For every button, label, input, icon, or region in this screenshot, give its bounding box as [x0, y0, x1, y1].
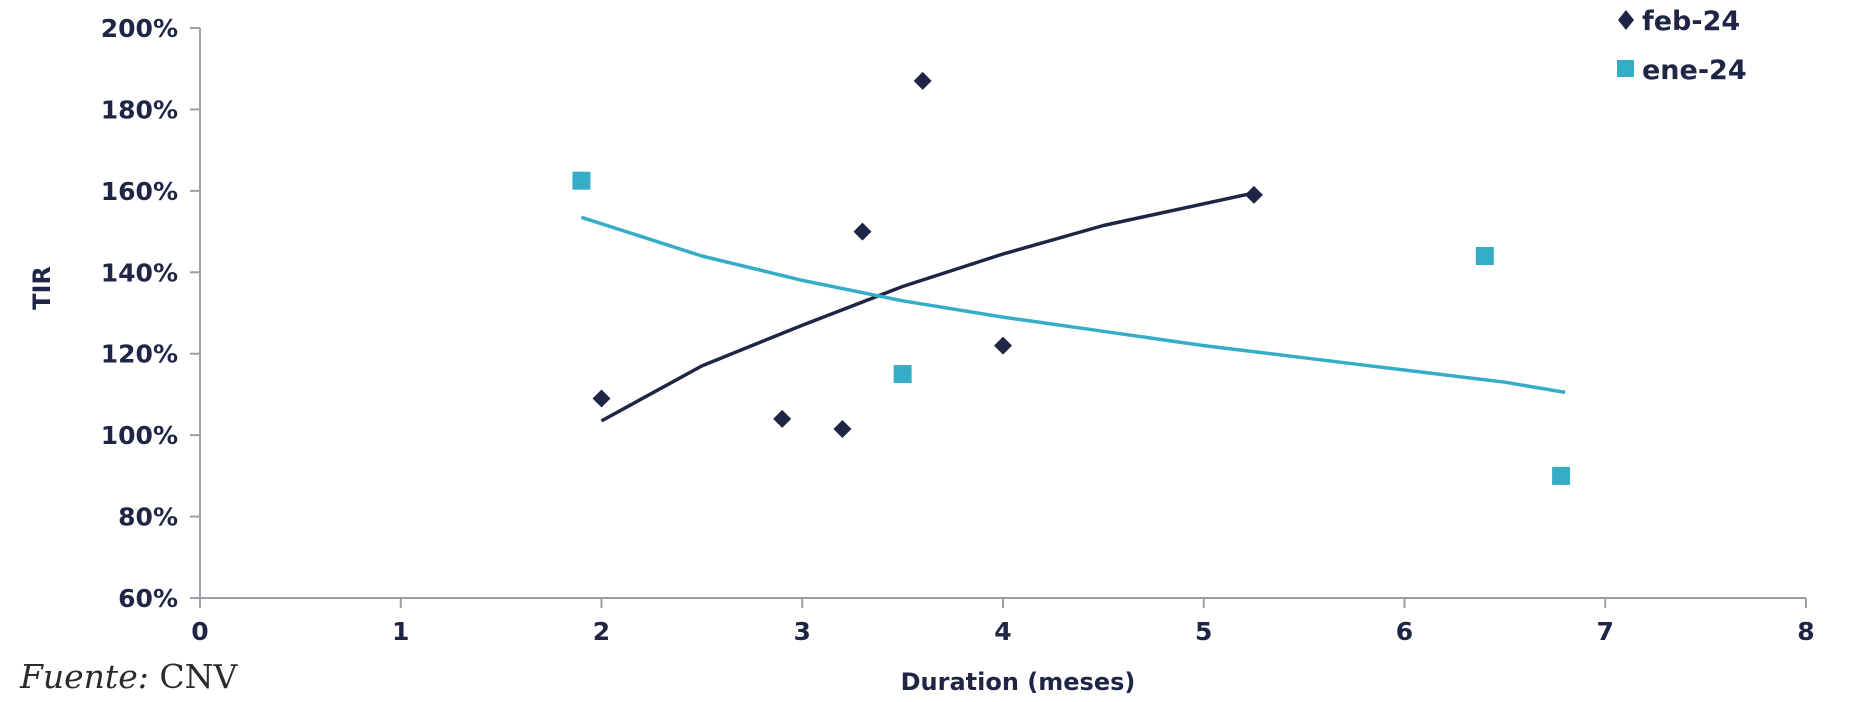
- point-feb-24: [592, 389, 611, 408]
- y-tick-label: 140%: [101, 258, 178, 287]
- x-tick-label: 8: [1797, 617, 1814, 646]
- trendlines: [580, 191, 1566, 423]
- y-tick-label: 200%: [101, 14, 178, 43]
- x-tick-label: 7: [1597, 617, 1614, 646]
- data-points: [572, 71, 1571, 485]
- point-feb-24: [773, 409, 792, 428]
- point-feb-24: [833, 420, 852, 439]
- source-label: Fuente:: [20, 657, 149, 696]
- legend-label-feb-24: feb-24: [1642, 6, 1740, 37]
- x-tick-label: 6: [1396, 617, 1413, 646]
- x-tick-label: 0: [191, 617, 208, 646]
- trendline-ene-24: [580, 215, 1566, 395]
- point-ene-24: [1552, 466, 1571, 485]
- trendline-feb-24: [600, 191, 1255, 423]
- x-tick-label: 2: [593, 617, 610, 646]
- legend: feb-24 ene-24: [1617, 6, 1747, 86]
- y-tick-label: 60%: [118, 584, 178, 613]
- point-feb-24: [913, 71, 932, 90]
- point-ene-24: [1475, 247, 1494, 265]
- y-tick-label: 100%: [101, 421, 178, 450]
- source-value: CNV: [159, 657, 238, 696]
- y-tick-label: 80%: [118, 503, 178, 532]
- point-feb-24: [1244, 185, 1263, 204]
- point-feb-24: [994, 336, 1012, 355]
- legend-label-ene-24: ene-24: [1642, 55, 1747, 86]
- point-ene-24: [572, 171, 591, 190]
- point-ene-24: [893, 365, 912, 384]
- x-tick-label: 3: [794, 617, 811, 646]
- y-axis-title: TIR: [28, 266, 56, 310]
- y-tick-label: 120%: [101, 340, 178, 369]
- y-tick-label: 160%: [101, 177, 178, 206]
- x-tick-label: 4: [994, 617, 1011, 646]
- x-tick-label: 5: [1195, 617, 1212, 646]
- x-axis-title: Duration (meses): [901, 668, 1136, 696]
- legend-marker-ene-24: [1617, 60, 1634, 77]
- y-axis: 60% 80% 100% 120% 140% 160% 180% 200%: [101, 14, 201, 613]
- y-tick-label: 180%: [101, 95, 178, 124]
- x-axis: 0 1 2 3 4 5 6 7 8: [191, 597, 1815, 646]
- legend-marker-feb-24: [1618, 10, 1634, 30]
- x-tick-label: 1: [392, 617, 409, 646]
- point-feb-24: [853, 222, 872, 241]
- source-note: Fuente: CNV: [20, 660, 237, 693]
